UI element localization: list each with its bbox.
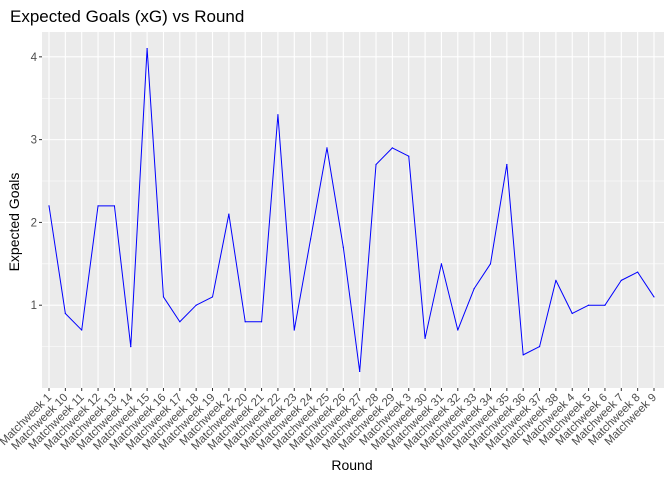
- data-point: [538, 346, 541, 348]
- data-point: [277, 114, 279, 116]
- data-point: [620, 279, 622, 281]
- data-point: [555, 279, 557, 281]
- data-point: [359, 370, 361, 373]
- data-point: [506, 163, 508, 166]
- data-point: [130, 346, 132, 348]
- plot-panel: [42, 32, 664, 388]
- data-point: [587, 304, 590, 306]
- data-point: [244, 321, 246, 323]
- chart-title: Expected Goals (xG) vs Round: [10, 7, 244, 26]
- data-point: [260, 321, 263, 323]
- data-point: [211, 296, 214, 298]
- data-point: [457, 329, 459, 331]
- data-point: [440, 263, 443, 265]
- data-point: [179, 321, 181, 323]
- data-point: [489, 263, 492, 265]
- data-point: [228, 213, 230, 215]
- x-axis-title: Round: [331, 457, 372, 473]
- series-line: [48, 48, 655, 372]
- data-point: [97, 205, 99, 207]
- data-point: [81, 329, 83, 331]
- data-point: [653, 296, 655, 298]
- y-axis-title: Expected Goals: [6, 173, 22, 272]
- y-tick-label: 4: [31, 52, 38, 64]
- data-point: [408, 155, 410, 157]
- data-point: [391, 147, 393, 149]
- data-point: [375, 163, 377, 166]
- data-point: [571, 312, 573, 315]
- data-point: [522, 354, 524, 356]
- data-point: [146, 47, 148, 50]
- data-point: [310, 238, 312, 240]
- data-point: [195, 304, 197, 306]
- data-point: [64, 312, 66, 315]
- data-point: [293, 329, 295, 331]
- data-point: [48, 205, 50, 207]
- data-point: [604, 304, 606, 306]
- data-point: [424, 337, 426, 339]
- series-layer: [48, 47, 655, 373]
- data-point: [342, 246, 344, 248]
- y-tick-label: 3: [31, 135, 37, 147]
- y-axis: 1 2 3 4: [31, 52, 42, 312]
- data-point: [113, 205, 116, 207]
- data-point: [162, 296, 165, 298]
- data-point: [473, 288, 475, 290]
- y-tick-label: 1: [31, 300, 37, 312]
- data-point: [637, 271, 639, 273]
- y-tick-label: 2: [31, 217, 37, 229]
- data-point: [326, 147, 328, 149]
- minor-gridlines: [42, 97, 664, 347]
